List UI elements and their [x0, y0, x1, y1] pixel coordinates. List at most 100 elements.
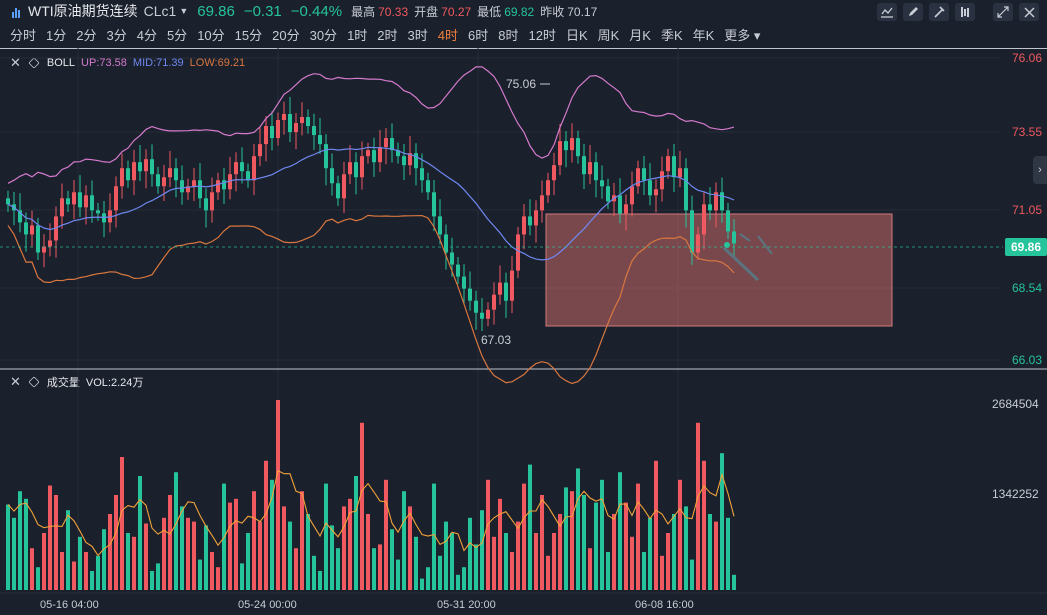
candle-body — [354, 162, 358, 178]
boll-upper-line — [7, 66, 735, 184]
volume-bar — [624, 502, 628, 590]
interval-tab[interactable]: 3时 — [407, 27, 428, 43]
volume-bar — [84, 552, 88, 590]
interval-tab[interactable]: 20分 — [272, 27, 300, 43]
interval-tab[interactable]: 2时 — [377, 27, 398, 43]
symbol-code[interactable]: CLc1 — [143, 3, 177, 19]
candle-body — [366, 150, 370, 157]
interval-tab[interactable]: 年K — [692, 27, 715, 43]
volume-bar — [528, 464, 532, 590]
volume-bar — [618, 472, 622, 590]
volume-bar — [642, 552, 646, 590]
indicator-icon[interactable] — [877, 3, 897, 21]
volume-bar — [258, 521, 262, 590]
interval-tab[interactable]: 更多 ▾ — [724, 27, 761, 43]
volume-bar — [552, 533, 556, 590]
candle-body — [114, 186, 118, 211]
interval-tab[interactable]: 8时 — [498, 27, 519, 43]
candle-body — [582, 156, 586, 175]
volume-bar — [246, 533, 250, 590]
candle-body — [642, 168, 646, 181]
interval-tab[interactable]: 6时 — [468, 27, 489, 43]
interval-tab[interactable]: 2分 — [76, 27, 97, 43]
interval-tab[interactable]: 周K — [597, 27, 620, 43]
chevron-right-icon[interactable]: › — [1033, 156, 1047, 184]
candle-body — [336, 183, 340, 199]
candle-body — [150, 159, 154, 175]
volume-bar — [348, 498, 352, 590]
interval-tab[interactable]: 4分 — [136, 27, 157, 43]
stat-high: 最高 70.33 — [351, 4, 409, 19]
candle-body — [252, 156, 256, 181]
layout-icon[interactable] — [929, 3, 949, 21]
interval-tab[interactable]: 季K — [660, 27, 683, 43]
price-axis-label: 71.05 — [1012, 203, 1042, 217]
candle-body — [570, 138, 574, 151]
volume-bar — [108, 514, 112, 590]
draw-icon[interactable] — [903, 3, 923, 21]
volume-bar — [582, 495, 586, 590]
candle-body — [132, 162, 136, 181]
interval-tab[interactable]: 5分 — [166, 27, 188, 43]
expand-icon[interactable] — [993, 3, 1013, 21]
volume-bar — [636, 483, 640, 590]
price-chart[interactable]: 75.06 67.03 76.06 73.55 71.05 68.54 66.03 69.86… — [0, 48, 1047, 615]
candle-body — [408, 153, 412, 166]
volume-bar — [162, 517, 166, 590]
time-axis-label: 05-24 00:00 — [238, 599, 297, 611]
interval-tab[interactable]: 分时 — [10, 27, 37, 43]
volume-bar — [186, 517, 190, 590]
close-icon[interactable] — [1019, 3, 1039, 21]
interval-tab[interactable]: 月K — [629, 27, 651, 43]
volume-bar — [558, 514, 562, 590]
symbol-name[interactable]: WTI原油期货连续 — [28, 3, 138, 19]
volume-bar — [720, 453, 724, 590]
volume-bar — [234, 498, 238, 590]
candle-body — [18, 210, 22, 223]
volume-bar — [510, 552, 514, 590]
volume-bar — [450, 533, 454, 590]
close-icon[interactable]: ✕ — [10, 55, 21, 70]
interval-tab[interactable]: 30分 — [309, 27, 338, 43]
arrow-mark — [739, 233, 751, 242]
settings-icon[interactable] — [955, 3, 975, 21]
volume-bar — [96, 555, 100, 590]
candle-body — [126, 168, 130, 181]
interval-tab[interactable]: 1时 — [347, 27, 368, 43]
candle-body — [726, 210, 730, 232]
interval-tab[interactable]: 1分 — [46, 27, 67, 43]
candle-body — [402, 156, 406, 166]
interval-tab[interactable]: 12时 — [528, 27, 556, 43]
candle-body — [426, 180, 430, 193]
interval-tab[interactable]: 日K — [565, 27, 588, 43]
close-icon[interactable]: ✕ — [10, 374, 21, 389]
candle-body — [684, 168, 688, 211]
boll-mid-line — [7, 146, 735, 261]
volume-bar — [174, 472, 178, 590]
candle-body — [702, 204, 706, 235]
candle-body — [24, 222, 28, 235]
candle-body — [228, 174, 232, 190]
volume-bar — [90, 571, 94, 590]
candle-body — [606, 186, 610, 202]
volume-bar — [438, 555, 442, 590]
volume-bar — [36, 567, 40, 590]
interval-tab[interactable]: 4时 — [437, 27, 458, 43]
stat-prev-close: 昨收 70.17 — [540, 4, 598, 19]
candle-body — [372, 150, 376, 163]
volume-bar — [714, 521, 718, 590]
chevron-down-icon[interactable]: ▼ — [179, 6, 189, 16]
candle-body — [270, 126, 274, 139]
interval-tab[interactable]: 3分 — [106, 27, 127, 43]
candle-body — [438, 216, 442, 235]
candle-body — [324, 144, 328, 169]
candle-body — [444, 234, 448, 253]
candle-body — [348, 162, 352, 175]
boll-mid-value: MID:71.39 — [132, 57, 184, 69]
interval-tab[interactable]: 15分 — [234, 27, 263, 43]
interval-tab[interactable]: 10分 — [197, 27, 225, 43]
price-axis-label: 76.06 — [1012, 51, 1042, 65]
candle-body — [330, 168, 334, 184]
candle-body — [162, 177, 166, 187]
candle-body — [666, 156, 670, 172]
